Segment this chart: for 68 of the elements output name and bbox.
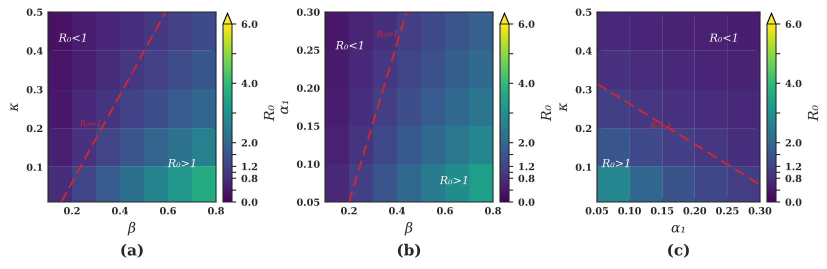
annotation: R₀=1: [80, 120, 100, 127]
y-tick-label: 0.20: [296, 84, 320, 92]
x-tick-label: 0.20: [683, 207, 706, 214]
annotation: R₀<1: [58, 33, 86, 42]
color-bar-label: 6.0: [518, 20, 534, 28]
color-bar-label: 0.8: [241, 174, 258, 182]
x-tick-label: 0.4: [112, 207, 128, 214]
color-bar-title: R₀: [264, 105, 274, 122]
text: (c): [668, 244, 689, 258]
y-tick-label: 0.30: [296, 8, 320, 16]
color-bar-label: 0.0: [241, 198, 258, 206]
y-tick-label: 0.3: [576, 86, 592, 94]
annotation: R₀>1: [168, 158, 195, 168]
y-tick-label: 0.10: [296, 160, 320, 168]
y-tick-label: 0.1: [576, 164, 592, 171]
color-bar-label: 0.0: [785, 198, 802, 206]
text: (b): [398, 244, 420, 258]
color-bar-label: 4.0: [241, 80, 258, 88]
color-bar-label: 1.2: [242, 162, 258, 170]
y-axis-title: κ: [560, 102, 567, 112]
color-bar-label: 0.0: [518, 198, 534, 206]
color-bar-title: R₀: [808, 105, 818, 122]
y-axis-title: α₁: [280, 101, 288, 114]
y-tick-label: 0.1: [26, 164, 42, 171]
color-bar-label: 1.2: [519, 162, 534, 170]
x-tick-label: 0.10: [618, 207, 641, 214]
x-tick-label: 0.8: [485, 207, 501, 214]
x-tick-label: 0.8: [208, 207, 224, 214]
x-tick-label: 0.05: [586, 207, 608, 214]
x-tick-label: 0.25: [716, 207, 739, 214]
x-tick-label: 0.4: [389, 207, 406, 214]
y-tick-label: 0.2: [576, 124, 592, 132]
color-bar-label: 6.0: [786, 20, 802, 28]
y-tick-label: 0.05: [296, 198, 320, 206]
annotation: R₀=1: [376, 30, 397, 37]
x-tick-label: 0.30: [748, 207, 772, 214]
x-tick-label: 0.6: [437, 207, 453, 214]
color-bar-label: 0.8: [518, 174, 534, 182]
color-bar-label: 6.0: [242, 20, 258, 28]
x-axis-title: α₁: [672, 224, 684, 233]
color-bar-label: 0.8: [785, 174, 802, 182]
color-bar-title: R₀: [540, 105, 552, 122]
annotation: R₀<1: [709, 33, 737, 42]
color-bar-label: 1.2: [786, 162, 802, 170]
text: (a): [121, 244, 143, 258]
color-bar-label: 2.0: [518, 139, 534, 146]
y-tick-label: 0.4: [576, 47, 592, 55]
annotation: R₀<1: [335, 41, 363, 50]
annotation: R₀>1: [440, 176, 467, 184]
y-tick-label: 0.5: [26, 8, 42, 16]
y-tick-label: 0.25: [296, 46, 320, 54]
y-tick-label: 0.5: [576, 8, 592, 16]
x-axis-title: β: [128, 222, 136, 236]
color-bar-label: 4.0: [518, 80, 534, 88]
x-tick-label: 0.2: [341, 207, 357, 214]
y-tick-label: 0.4: [26, 47, 43, 55]
y-tick-label: 0.3: [26, 86, 43, 94]
x-tick-label: 0.2: [64, 207, 80, 214]
y-tick-label: 0.2: [26, 124, 42, 132]
x-tick-label: 0.6: [160, 207, 176, 214]
color-bar-label: 2.0: [242, 139, 258, 146]
x-tick-label: 0.15: [650, 207, 674, 214]
y-axis-title: κ: [10, 102, 18, 112]
color-bar-label: 2.0: [786, 139, 802, 146]
color-bar-label: 4.0: [785, 80, 802, 88]
annotation: R₀>1: [602, 158, 629, 168]
x-axis-title: β: [404, 222, 412, 236]
y-tick-label: 0.15: [296, 122, 320, 130]
